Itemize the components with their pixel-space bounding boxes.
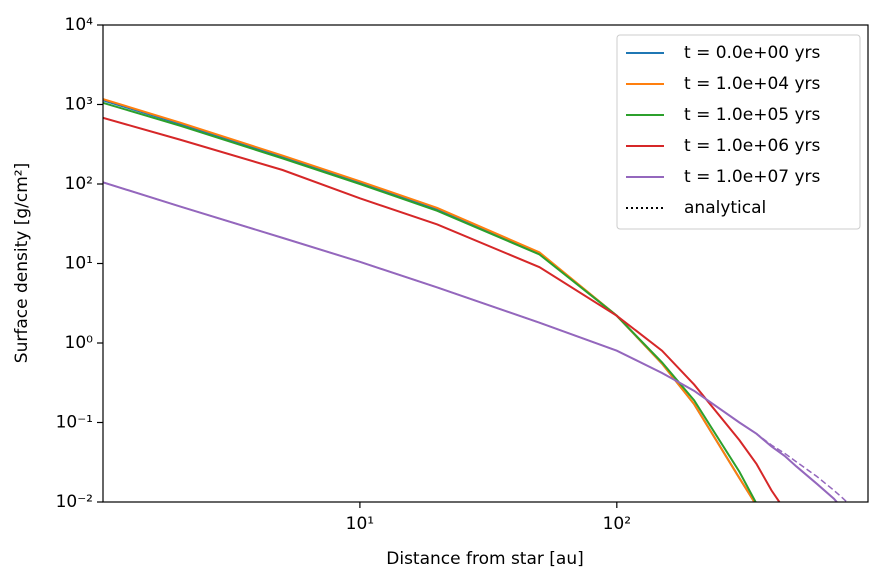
series-line	[103, 181, 839, 502]
y-tick-label: 10⁻¹	[56, 413, 93, 433]
series-line	[103, 98, 756, 502]
y-tick-label: 10⁻²	[56, 492, 93, 512]
analytical-line	[103, 181, 849, 502]
series-line	[103, 101, 757, 502]
legend-label: t = 1.0e+04 yrs	[684, 74, 821, 94]
series-line	[103, 116, 781, 502]
legend-label: t = 1.0e+06 yrs	[684, 136, 821, 156]
y-tick-label: 10²	[65, 174, 93, 194]
legend-label: analytical	[684, 198, 766, 218]
legend-label: t = 1.0e+05 yrs	[684, 105, 821, 125]
legend-box	[616, 34, 861, 230]
y-tick-label: 10⁴	[65, 15, 94, 35]
x-axis-label: Distance from star [au]	[386, 549, 584, 569]
y-tick-label: 10⁰	[65, 333, 94, 353]
y-axis-label: Surface density [g/cm²]	[12, 163, 32, 363]
y-tick-label: 10¹	[65, 254, 93, 274]
legend-label: t = 0.0e+00 yrs	[684, 43, 821, 63]
legend-label: t = 1.0e+07 yrs	[684, 167, 821, 187]
plot-lines	[103, 98, 849, 502]
y-tick-label: 10³	[65, 95, 93, 115]
x-tick-label: 10²	[603, 514, 631, 534]
x-tick-label: 10¹	[346, 514, 374, 534]
